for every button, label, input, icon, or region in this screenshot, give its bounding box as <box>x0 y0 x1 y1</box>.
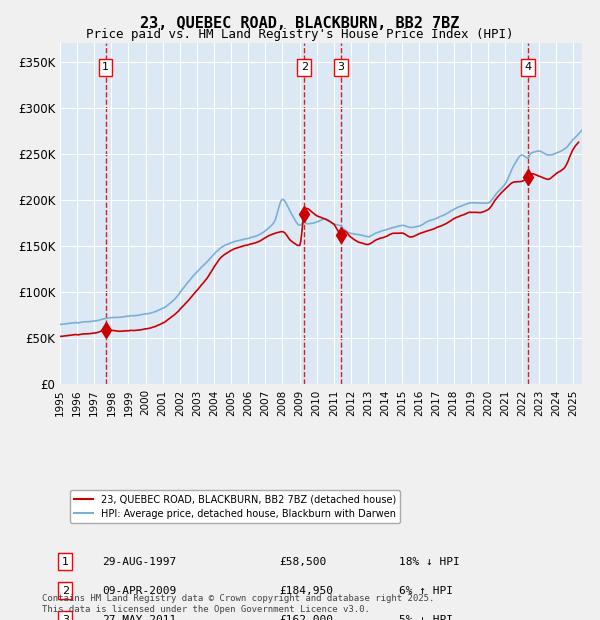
Text: Price paid vs. HM Land Registry's House Price Index (HPI): Price paid vs. HM Land Registry's House … <box>86 28 514 41</box>
Text: 3: 3 <box>62 614 69 620</box>
Text: 1: 1 <box>102 62 109 73</box>
Text: 1: 1 <box>62 557 69 567</box>
Legend: 23, QUEBEC ROAD, BLACKBURN, BB2 7BZ (detached house), HPI: Average price, detach: 23, QUEBEC ROAD, BLACKBURN, BB2 7BZ (det… <box>70 490 400 523</box>
Text: 09-APR-2009: 09-APR-2009 <box>102 586 176 596</box>
Text: £58,500: £58,500 <box>279 557 326 567</box>
Text: Contains HM Land Registry data © Crown copyright and database right 2025.
This d: Contains HM Land Registry data © Crown c… <box>42 595 434 614</box>
Text: 5% ↓ HPI: 5% ↓ HPI <box>400 614 454 620</box>
Text: 29-AUG-1997: 29-AUG-1997 <box>102 557 176 567</box>
Text: 3: 3 <box>337 62 344 73</box>
Text: 2: 2 <box>62 586 69 596</box>
Text: 18% ↓ HPI: 18% ↓ HPI <box>400 557 460 567</box>
Text: £184,950: £184,950 <box>279 586 333 596</box>
Text: 27-MAY-2011: 27-MAY-2011 <box>102 614 176 620</box>
Text: 23, QUEBEC ROAD, BLACKBURN, BB2 7BZ: 23, QUEBEC ROAD, BLACKBURN, BB2 7BZ <box>140 16 460 30</box>
Text: 6% ↑ HPI: 6% ↑ HPI <box>400 586 454 596</box>
Text: £162,000: £162,000 <box>279 614 333 620</box>
Text: 2: 2 <box>301 62 308 73</box>
Text: 4: 4 <box>524 62 532 73</box>
